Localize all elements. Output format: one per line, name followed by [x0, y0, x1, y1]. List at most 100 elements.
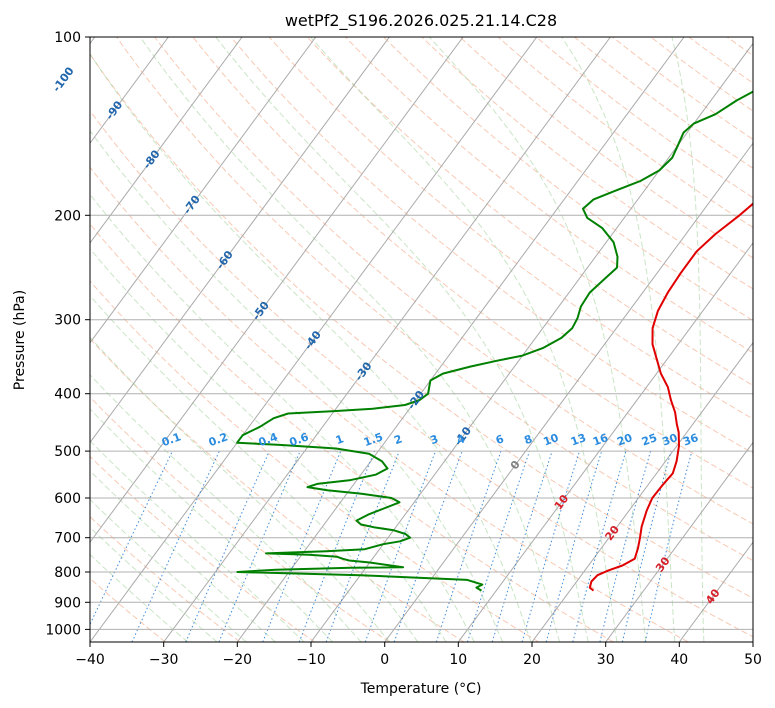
- mixing-ratio-label: 0.6: [288, 430, 311, 449]
- isotherm-line: [310, 42, 753, 642]
- y-axis-label: Pressure (hPa): [12, 290, 28, 390]
- mixing-ratio-label: 36: [681, 431, 700, 449]
- dry-adiabat: [90, 516, 241, 642]
- isotherm-line: [90, 37, 317, 344]
- pressure-gridlines: [90, 37, 753, 630]
- dry-adiabat: [154, 37, 753, 525]
- y-tick-label: 700: [54, 531, 81, 547]
- dry-adiabat: [230, 37, 753, 454]
- x-tick-label: −30: [149, 652, 179, 668]
- isotherm-line: [236, 37, 685, 642]
- mixing-ratio-label: 4: [455, 432, 467, 447]
- isotherm-line: [752, 641, 753, 642]
- mixing-ratio-line: [521, 450, 581, 642]
- mixing-ratio-line: [393, 450, 463, 642]
- x-tick-label: 20: [523, 652, 541, 668]
- mixing-ratio-line: [491, 450, 553, 642]
- isotherm-line: [163, 37, 611, 642]
- dry-adiabat: [344, 37, 753, 354]
- mixing-ratio-line: [572, 450, 627, 642]
- isotherm-line: [457, 242, 753, 642]
- isotherm-line: [384, 142, 753, 642]
- dry-adiabat: [90, 109, 753, 638]
- dry-adiabat: [90, 337, 465, 642]
- moist-adiabat: [90, 295, 419, 642]
- mixing-ratio-label: 16: [591, 431, 610, 449]
- plot-background: [90, 37, 753, 642]
- isotherm-line: [90, 37, 390, 444]
- mixing-ratio-label: 20: [615, 431, 634, 449]
- mixing-ratio-line: [185, 450, 270, 642]
- temperature-profile: [588, 202, 753, 592]
- y-tick-label: 300: [54, 313, 81, 329]
- moist-adiabat: [90, 53, 532, 642]
- dry-adiabat: [90, 53, 753, 599]
- y-tick-label: 1000: [45, 622, 81, 638]
- y-tick-label: 100: [54, 30, 81, 46]
- mixing-ratio-label: 1: [334, 432, 346, 447]
- y-tick-label: 600: [54, 491, 81, 507]
- mixing-ratio-line: [599, 450, 652, 642]
- dry-adiabat: [268, 37, 753, 420]
- mixing-ratio-label: 13: [569, 431, 588, 448]
- dry-adiabat: [90, 223, 614, 642]
- moist-adiabat: [428, 37, 647, 642]
- x-tick-label: 10: [449, 652, 467, 668]
- moist-adiabat: [90, 440, 305, 642]
- isotherm-line: [90, 37, 243, 244]
- mixing-ratio-line: [364, 450, 436, 642]
- moist-adiabat: [310, 37, 618, 642]
- isotherm-line: [90, 37, 169, 145]
- isotherm-line: [90, 37, 538, 642]
- dry-adiabat: [421, 37, 753, 290]
- moist-adiabat: [90, 373, 362, 642]
- x-tick-label: 50: [744, 652, 762, 668]
- mixing-ratio-label: 30: [660, 431, 679, 449]
- isotherm-line: [605, 441, 753, 642]
- mixing-ratio-label: 25: [640, 431, 659, 448]
- x-tick-label: −10: [296, 652, 326, 668]
- mixing-ratio-line: [218, 450, 301, 642]
- isotherm-label: -100: [50, 64, 77, 94]
- mixing-ratio-label: 2: [392, 432, 404, 447]
- isotherm-line: [90, 37, 464, 544]
- dewpoint-profile: [236, 90, 753, 592]
- chart-title: wetPf2_S196.2026.025.21.14.C28: [285, 11, 557, 31]
- isotherm-line: [531, 341, 753, 642]
- dry-adiabat: [306, 37, 753, 387]
- x-tick-label: 40: [670, 652, 688, 668]
- moist-adiabat: [139, 37, 561, 642]
- mixing-ratio-label: 0.1: [160, 430, 183, 449]
- x-tick-label: 30: [597, 652, 615, 668]
- dry-adiabat: [115, 37, 753, 562]
- moist-adiabat: [90, 247, 447, 642]
- mixing-ratio-line: [262, 450, 342, 642]
- mixing-ratio-line: [435, 450, 502, 642]
- mixing-ratio-label: 1.5: [362, 430, 385, 449]
- moist-adiabat: [90, 470, 276, 642]
- mixing-ratio-label: 6: [494, 432, 506, 447]
- y-tick-label: 500: [54, 444, 81, 460]
- mixing-ratio-label: 3: [428, 432, 440, 447]
- plot-frame: [89, 36, 754, 643]
- x-tick-label: −40: [75, 652, 105, 668]
- x-tick-label: 0: [380, 652, 389, 668]
- dry-adiabat: [90, 396, 390, 642]
- axis-ticks: −40 −30 −20 −10 0 10 20 30 40 50 1000 900 800 700 600 5…: [45, 30, 762, 668]
- mixing-ratio-label: 10: [542, 431, 561, 449]
- y-tick-label: 900: [54, 595, 81, 611]
- x-tick-label: −20: [223, 652, 253, 668]
- y-tick-label: 400: [54, 387, 81, 403]
- mixing-ratio-label: 0.2: [207, 430, 230, 449]
- y-tick-label: 200: [54, 208, 81, 224]
- mixing-ratio-line: [644, 450, 693, 642]
- moist-adiabat: [215, 37, 589, 642]
- moist-adiabat: [90, 408, 334, 642]
- mixing-ratio-label: 0.4: [257, 430, 280, 449]
- moist-adiabat: [561, 37, 676, 642]
- x-axis-label: Temperature (°C): [360, 681, 482, 697]
- moist-adiabat: [90, 336, 390, 642]
- mixing-ratio-line: [621, 450, 672, 642]
- dry-adiabat: [90, 577, 166, 642]
